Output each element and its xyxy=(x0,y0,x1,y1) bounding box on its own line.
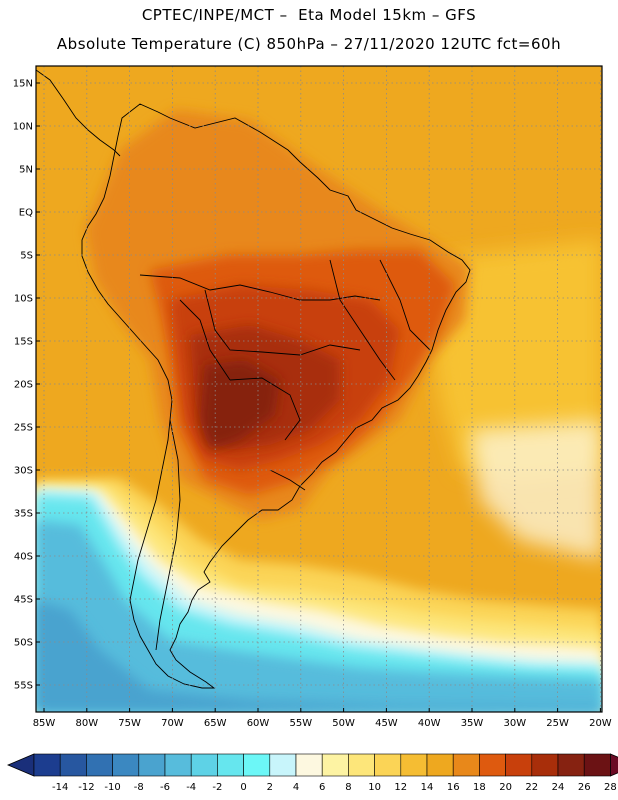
amazon-border-1 xyxy=(139,274,381,301)
colorbar-swatch xyxy=(557,753,585,777)
colorbar-swatch xyxy=(138,753,166,777)
colorbar-swatch xyxy=(426,753,454,777)
field-atlantic-cream xyxy=(470,420,602,560)
lon-label: 60W xyxy=(247,718,270,729)
lon-label: 65W xyxy=(204,718,227,729)
lat-label: 10S xyxy=(14,294,33,305)
colorbar-swatch xyxy=(348,753,375,777)
map-title-line-2: Absolute Temperature (C) 850hPa – 27/11/… xyxy=(56,35,562,53)
colorbar-label: 14 xyxy=(421,782,434,793)
colorbar-label: 4 xyxy=(293,782,299,793)
south-america-coastline xyxy=(81,103,471,689)
colorbar-swatch xyxy=(374,753,402,777)
colorbar-swatch xyxy=(33,753,61,777)
colorbar-label: 0 xyxy=(240,782,246,793)
lon-label: 25W xyxy=(546,718,569,729)
colorbar-label: 26 xyxy=(578,782,591,793)
colorbar-swatch xyxy=(164,753,192,777)
colorbar-swatch xyxy=(583,753,611,777)
argentina-chile-border xyxy=(155,419,181,651)
colorbar-swatch xyxy=(452,753,480,777)
colorbar-label: 12 xyxy=(394,782,407,793)
colorbar-high-arrow xyxy=(610,753,618,777)
colorbar-low-arrow xyxy=(6,753,35,777)
colorbar-label: -4 xyxy=(186,782,196,793)
colorbar-swatch xyxy=(86,753,113,777)
lat-label: 15S xyxy=(14,337,33,348)
lat-label: 20S xyxy=(14,380,33,391)
colorbar-label: 20 xyxy=(499,782,512,793)
paraguay-border xyxy=(229,377,301,441)
lon-label: 80W xyxy=(75,718,98,729)
field-band-cyan2 xyxy=(36,520,602,712)
lon-label: 20W xyxy=(589,718,612,729)
colorbar-label: 18 xyxy=(473,782,486,793)
field-band-blue xyxy=(36,600,602,712)
colorbar-swatch xyxy=(531,753,559,777)
colorbar-swatch xyxy=(295,753,323,777)
colorbar-label: 10 xyxy=(368,782,381,793)
lat-label: 5S xyxy=(20,251,33,262)
colorbar-label: 8 xyxy=(345,782,351,793)
lon-label: 45W xyxy=(375,718,398,729)
colorbar-label: -8 xyxy=(134,782,144,793)
lon-label: 35W xyxy=(461,718,484,729)
map-frame xyxy=(35,65,603,713)
colorbar-label: 28 xyxy=(604,782,617,793)
colorbar-label: 24 xyxy=(552,782,565,793)
lat-label: 15N xyxy=(13,79,33,90)
colorbar-label: -12 xyxy=(78,782,94,793)
colorbar-swatch xyxy=(59,753,87,777)
colorbar-swatch xyxy=(112,753,140,777)
lat-label: 30S xyxy=(14,466,33,477)
uruguay-border xyxy=(269,469,306,491)
temperature-field xyxy=(36,66,602,712)
lon-label: 85W xyxy=(33,718,56,729)
lon-label: 75W xyxy=(118,718,141,729)
central-america xyxy=(36,69,121,157)
colorbar-label: -2 xyxy=(212,782,222,793)
lat-label: EQ xyxy=(19,208,33,219)
bolivia-border xyxy=(179,299,231,381)
lat-label: 5N xyxy=(19,165,33,176)
colorbar-swatch xyxy=(243,753,271,777)
colorbar-swatch xyxy=(217,753,244,777)
lon-label: 55W xyxy=(289,718,312,729)
lat-label: 45S xyxy=(14,595,33,606)
amazon-border-2 xyxy=(204,289,361,356)
brazil-states-1 xyxy=(329,259,396,381)
lat-label: 35S xyxy=(14,509,33,520)
colorbar-label: 16 xyxy=(447,782,460,793)
colorbar-swatch xyxy=(505,753,533,777)
colorbar: -14 -12 -10 -8 -6 -4 -2 0 2 4 6 8 10 12 14 16 18 20 22 24 26… xyxy=(6,753,618,793)
lon-label: 50W xyxy=(332,718,355,729)
lon-label: 40W xyxy=(418,718,441,729)
brazil-states-2 xyxy=(379,259,431,351)
lon-label: 70W xyxy=(161,718,184,729)
field-land-darkest xyxy=(200,360,280,450)
latitude-labels: 15N 10N 5N EQ 5S 10S 15S 20S 25S 30S 35S 40S 45S 50S 5… xyxy=(13,79,40,692)
colorbar-swatch xyxy=(190,753,218,777)
colorbar-swatch xyxy=(269,753,297,777)
colorbar-label: 6 xyxy=(319,782,325,793)
coastline-and-borders xyxy=(36,69,471,689)
colorbar-swatch xyxy=(321,753,349,777)
colorbar-label: -6 xyxy=(160,782,170,793)
lat-label: 40S xyxy=(14,552,33,563)
colorbar-label: 22 xyxy=(525,782,538,793)
colorbar-swatch xyxy=(400,753,428,777)
lon-label: 30W xyxy=(503,718,526,729)
colorbar-label: -14 xyxy=(52,782,68,793)
map-title-line-1: CPTEC/INPE/MCT – Eta Model 15km – GFS xyxy=(141,6,477,24)
colorbar-label: 2 xyxy=(267,782,273,793)
longitude-labels: 85W 80W 75W 70W 65W 60W 55W 50W 45W 40W 35W 30W 25W 2… xyxy=(33,708,612,729)
lat-label: 55S xyxy=(14,681,33,692)
colorbar-label: -10 xyxy=(104,782,120,793)
lat-label: 25S xyxy=(14,423,33,434)
colorbar-swatch xyxy=(479,753,506,777)
lat-label: 50S xyxy=(14,638,33,649)
lat-label: 10N xyxy=(13,122,33,133)
